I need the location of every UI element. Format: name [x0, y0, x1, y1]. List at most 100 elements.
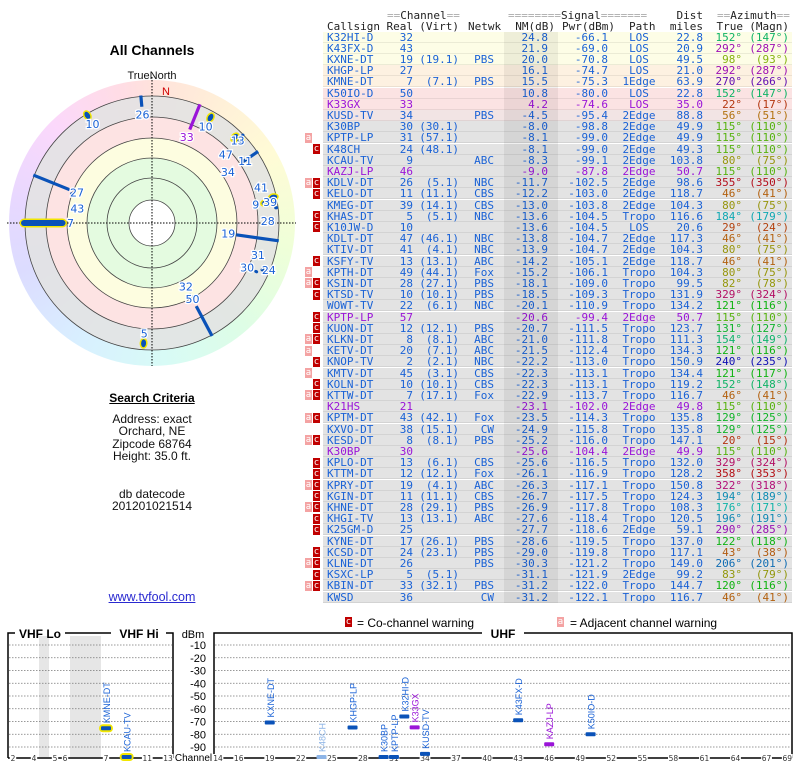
callsign: KHNE-DT — [327, 501, 374, 514]
north-marker: N — [162, 86, 170, 98]
real-channel: 13 — [399, 456, 413, 470]
table-row[interactable] — [323, 524, 792, 536]
table-row[interactable] — [323, 412, 792, 424]
table-row[interactable] — [323, 65, 792, 77]
table-row[interactable] — [323, 591, 792, 603]
real-channel: 50 — [399, 86, 413, 100]
channel-tick-label: 11 — [143, 754, 153, 763]
table-row[interactable] — [323, 165, 792, 178]
table-row[interactable] — [323, 277, 792, 290]
table-row[interactable] — [323, 468, 792, 480]
table-row[interactable] — [323, 188, 792, 200]
azimuth-magnetic: (266°) — [749, 75, 789, 89]
table-row[interactable] — [323, 121, 792, 133]
col-callsign[interactable]: Callsign — [327, 20, 380, 33]
table-row[interactable] — [323, 177, 792, 189]
table-row[interactable] — [323, 535, 792, 547]
table-row[interactable] — [323, 322, 792, 334]
azimuth-true: 115° — [715, 131, 743, 145]
table-row[interactable] — [323, 569, 792, 581]
table-row[interactable] — [323, 557, 792, 570]
polar-mark-ch30 — [254, 269, 259, 274]
col-pwr[interactable]: Pwr(dBm) — [562, 20, 615, 33]
table-row[interactable] — [323, 132, 792, 144]
table-row[interactable] — [323, 423, 792, 435]
callsign: KXNE-DT — [327, 53, 374, 66]
table-row[interactable] — [323, 143, 792, 155]
noise-margin: -25.2 — [514, 433, 548, 447]
callsign: KETV-DT — [327, 344, 374, 358]
table-row[interactable] — [323, 345, 792, 357]
table-row[interactable] — [323, 356, 792, 368]
col-path[interactable]: Path — [629, 20, 656, 33]
tick-bg — [419, 754, 431, 763]
table-row[interactable] — [323, 255, 792, 267]
power-bar — [378, 755, 389, 759]
table-row[interactable] — [323, 87, 792, 99]
azimuth-magnetic: (93°) — [755, 53, 789, 66]
azimuth-true: 240° — [715, 355, 743, 369]
table-row[interactable] — [323, 76, 792, 88]
col-nm[interactable]: NM(dB) — [515, 20, 555, 33]
table-row[interactable] — [323, 546, 792, 558]
table-row[interactable] — [323, 154, 792, 166]
table-row[interactable] — [323, 367, 792, 379]
polar-mark-ch43 — [70, 192, 74, 196]
azimuth-true: 152° — [715, 377, 743, 391]
table-row[interactable] — [323, 210, 792, 222]
path: Tropo — [622, 534, 656, 548]
callsign: K43FX-D — [327, 41, 374, 55]
power: -114.3 — [568, 411, 608, 425]
table-row[interactable] — [323, 457, 792, 469]
table-row[interactable] — [323, 378, 792, 390]
table-row[interactable] — [323, 401, 792, 413]
table-row[interactable] — [323, 31, 792, 43]
table-row[interactable] — [323, 445, 792, 458]
table-row[interactable] — [323, 53, 792, 66]
table-row[interactable] — [323, 479, 792, 491]
signal-bar — [32, 173, 71, 192]
table-row[interactable] — [323, 300, 792, 312]
virtual-channel: (19.1) — [419, 53, 459, 66]
azimuth-true: 292° — [715, 41, 743, 55]
table-row[interactable] — [323, 233, 792, 245]
col-real[interactable]: Real — [386, 20, 414, 33]
azimuth-magnetic: (125°) — [749, 422, 789, 436]
table-row[interactable] — [323, 289, 792, 301]
table-row[interactable] — [323, 244, 792, 256]
table-row[interactable] — [323, 513, 792, 525]
real-channel: 28 — [399, 277, 413, 290]
table-row[interactable] — [323, 266, 792, 278]
table-row[interactable] — [323, 98, 792, 110]
col-miles[interactable]: miles — [669, 20, 703, 33]
azimuth-true: 196° — [715, 512, 743, 526]
tvfool-link[interactable]: www.tvfool.com — [108, 590, 196, 604]
distance: 50.7 — [676, 310, 704, 324]
table-row[interactable] — [323, 580, 792, 592]
real-channel: 26 — [399, 557, 413, 570]
azimuth-true: 22° — [722, 97, 742, 111]
co-channel-warning-icon: c — [313, 491, 320, 502]
path: Tropo — [622, 557, 656, 570]
uhf-box-edge — [524, 632, 793, 758]
table-row[interactable] — [323, 42, 792, 54]
real-channel: 8 — [406, 433, 413, 447]
col-true[interactable]: True — [716, 20, 744, 33]
table-row[interactable] — [323, 333, 792, 346]
azimuth-true: 115° — [715, 142, 743, 156]
table-row[interactable] — [323, 311, 792, 323]
table-row[interactable] — [323, 434, 792, 446]
table-row[interactable] — [323, 221, 792, 234]
table-row[interactable] — [323, 490, 792, 502]
table-row[interactable] — [323, 501, 792, 514]
table-row[interactable] — [323, 389, 792, 402]
channel-tick-label: 6 — [63, 754, 68, 763]
col-virt[interactable]: (Virt) — [419, 20, 459, 33]
callsign: KXVO-DT — [327, 422, 374, 436]
table-row[interactable] — [323, 109, 792, 122]
table-row[interactable] — [323, 199, 792, 211]
noise-margin: -21.5 — [514, 344, 548, 358]
col-magn[interactable]: (Magn) — [749, 20, 789, 33]
virtual-channel: (29.1) — [419, 501, 459, 514]
col-netwk[interactable]: Netwk — [468, 20, 502, 33]
